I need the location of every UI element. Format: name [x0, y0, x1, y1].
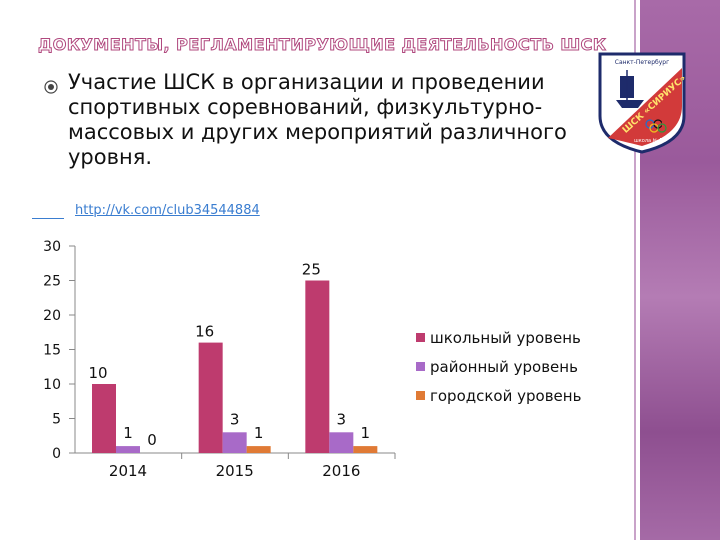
- data-label: 0: [147, 431, 157, 449]
- legend-label: районный уровень: [430, 357, 578, 376]
- legend-label: школьный уровень: [430, 328, 581, 347]
- emblem-logo: Санкт-Петербург ШСК «СИРИУС» школа № 52: [598, 52, 688, 154]
- legend-swatch: [416, 362, 425, 371]
- data-label: 16: [195, 323, 214, 341]
- data-label: 1: [254, 424, 264, 442]
- bar: [92, 384, 116, 453]
- legend-item: школьный уровень: [416, 323, 581, 352]
- vk-link[interactable]: http://vk.com/club34544884: [75, 203, 260, 218]
- data-label: 1: [123, 424, 133, 442]
- x-tick-label: 2015: [216, 462, 254, 480]
- side-divider: [634, 0, 636, 540]
- y-tick-label: 5: [52, 412, 61, 428]
- bar: [198, 342, 223, 453]
- bar: [222, 432, 247, 453]
- bullet-text: Участие ШСК в организации и проведении с…: [68, 70, 567, 169]
- legend-swatch: [416, 333, 425, 342]
- y-tick-label: 25: [43, 274, 61, 290]
- data-label: 3: [337, 410, 347, 428]
- legend-item: районный уровень: [416, 352, 581, 381]
- chart-legend: школьный уровень районный уровень городс…: [416, 323, 581, 410]
- y-tick-label: 15: [43, 343, 61, 359]
- x-tick-label: 2016: [322, 462, 360, 480]
- data-label: 3: [230, 410, 240, 428]
- data-label: 1: [361, 424, 371, 442]
- link-underline-stub: [32, 218, 64, 219]
- bar: [329, 432, 354, 453]
- legend-item: городской уровень: [416, 381, 581, 410]
- y-tick-label: 0: [52, 446, 61, 462]
- data-label: 25: [302, 261, 321, 279]
- y-tick-label: 20: [43, 308, 61, 324]
- bar: [353, 446, 378, 453]
- bar: [246, 446, 271, 453]
- bar: [116, 446, 140, 453]
- y-tick-label: 10: [43, 377, 61, 393]
- emblem-bottom-text: школа № 52: [634, 138, 666, 144]
- slide-title: ДОКУМЕНТЫ, РЕГЛАМЕНТИРУЮЩИЕ ДЕЯТЕЛЬНОСТЬ…: [38, 35, 607, 55]
- legend-swatch: [416, 391, 425, 400]
- bar: [305, 280, 330, 453]
- legend-label: городской уровень: [430, 386, 582, 405]
- bullet-icon: [44, 80, 58, 94]
- x-tick-label: 2014: [109, 462, 147, 480]
- data-label: 10: [88, 364, 107, 382]
- y-tick-label: 30: [43, 239, 61, 255]
- olympic-rings-icon: [645, 119, 671, 133]
- emblem-top-text: Санкт-Петербург: [615, 59, 669, 66]
